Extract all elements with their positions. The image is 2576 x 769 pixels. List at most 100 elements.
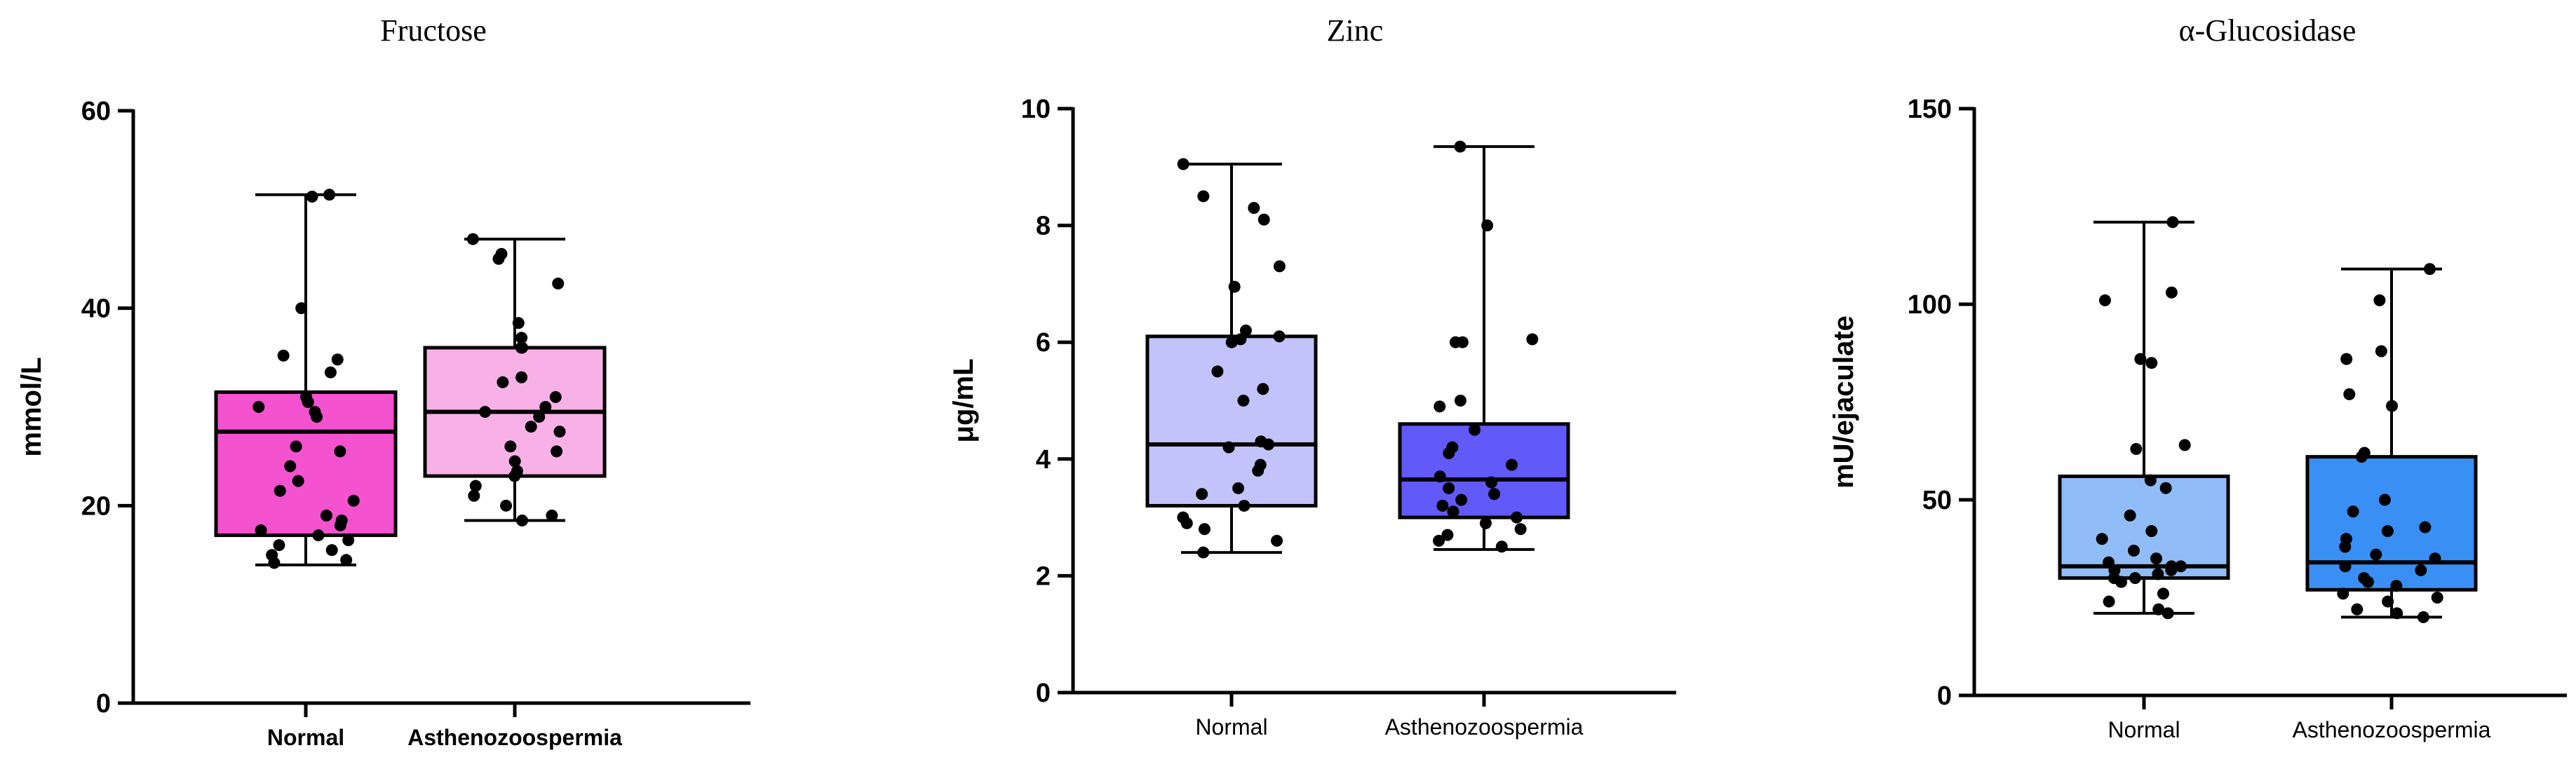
y-tick-label: 10 xyxy=(1021,95,1051,124)
data-point xyxy=(2165,286,2178,299)
x-tick-label: Normal xyxy=(2108,717,2180,742)
data-point xyxy=(525,421,537,433)
data-point xyxy=(2134,353,2147,365)
data-point xyxy=(2423,263,2436,275)
data-point xyxy=(325,544,338,557)
data-point xyxy=(2415,564,2427,576)
data-point xyxy=(512,317,525,329)
chart-panel-1: Fructose mmol/L 0 20 40 60 Normal Asthenozoospe… xyxy=(16,13,750,750)
data-point xyxy=(2144,474,2157,486)
data-point xyxy=(1434,400,1446,413)
data-point xyxy=(1237,395,1250,407)
data-point xyxy=(1488,488,1501,501)
data-point xyxy=(515,341,528,354)
data-point xyxy=(1526,333,1539,346)
data-point xyxy=(468,489,480,502)
data-point xyxy=(1443,447,1455,459)
data-point xyxy=(2373,294,2386,306)
data-point xyxy=(2098,294,2111,306)
data-point xyxy=(2390,580,2403,592)
data-point xyxy=(306,191,318,203)
data-point xyxy=(1228,280,1241,293)
y-tick-label: 8 xyxy=(1036,212,1051,241)
iqr-box xyxy=(1145,334,1318,508)
data-point xyxy=(1271,534,1283,547)
data-point xyxy=(290,440,302,453)
y-axis-label: mU/ejaculate xyxy=(1828,315,1859,489)
data-point xyxy=(2339,540,2352,553)
data-point xyxy=(551,445,563,458)
iqr-box xyxy=(2058,475,2230,580)
data-point xyxy=(2361,576,2374,588)
data-point xyxy=(2351,603,2363,615)
data-point xyxy=(340,554,353,566)
data-point xyxy=(2419,521,2432,533)
data-point xyxy=(277,349,290,362)
box-normal: Normal xyxy=(2058,216,2230,742)
y-tick-label: 100 xyxy=(1908,290,1952,320)
data-point xyxy=(2130,442,2143,455)
data-point xyxy=(1495,540,1508,553)
data-point xyxy=(2337,587,2349,600)
data-point xyxy=(549,390,562,403)
data-point xyxy=(1511,511,1523,524)
box-asthenozoospermia: Asthenozoospermia xyxy=(2293,263,2491,742)
data-point xyxy=(2115,576,2128,588)
data-point xyxy=(500,499,513,512)
y-tick-label: 150 xyxy=(1908,95,1952,124)
y-tick-label: 0 xyxy=(96,689,111,719)
data-point xyxy=(324,366,337,379)
chart-panel-2: Zinc μg/mL 0 2 4 6 8 10 Normal Asthenozoospermia xyxy=(948,13,1676,740)
data-point xyxy=(2382,595,2394,608)
data-point xyxy=(1225,336,1238,348)
y-tick-label: 4 xyxy=(1036,445,1051,475)
data-point xyxy=(2347,505,2359,518)
data-point xyxy=(1485,476,1497,489)
data-point xyxy=(2431,592,2443,604)
data-point xyxy=(1257,383,1269,395)
data-point xyxy=(2162,607,2174,620)
y-tick-label: 60 xyxy=(81,97,111,126)
data-point xyxy=(2375,345,2387,358)
box-normal: Normal xyxy=(1145,158,1318,740)
chart-title: Zinc xyxy=(1327,13,1384,48)
x-tick-label: Normal xyxy=(267,725,344,750)
data-point xyxy=(533,411,546,423)
data-point xyxy=(342,534,355,547)
iqr-box xyxy=(1398,422,1570,519)
data-point xyxy=(1211,365,1224,378)
data-point xyxy=(302,395,314,408)
data-point xyxy=(295,302,308,315)
x-tick-label: Asthenozoospermia xyxy=(1385,714,1584,740)
data-point xyxy=(2127,545,2140,557)
data-point xyxy=(323,189,336,201)
data-point xyxy=(1455,494,1468,506)
data-point xyxy=(1273,330,1286,343)
x-tick-label: Normal xyxy=(1195,714,1267,740)
data-point xyxy=(2103,595,2115,608)
data-point xyxy=(2152,568,2164,580)
data-point xyxy=(1197,190,1210,203)
y-axis-label: μg/mL xyxy=(948,358,979,442)
data-point xyxy=(1196,488,1208,501)
box-asthenozoospermia: Asthenozoospermia xyxy=(1385,140,1584,740)
data-point xyxy=(2124,509,2136,522)
box-asthenozoospermia: Asthenozoospermia xyxy=(407,233,622,750)
data-point xyxy=(2174,560,2187,573)
data-point xyxy=(2417,611,2429,623)
y-tick-label: 40 xyxy=(81,294,111,324)
data-point xyxy=(1232,482,1245,494)
data-point xyxy=(274,484,286,497)
data-point xyxy=(2340,353,2353,365)
data-point xyxy=(2165,564,2178,576)
data-point xyxy=(1180,517,1193,529)
data-point xyxy=(1238,499,1250,512)
data-point xyxy=(1252,464,1265,477)
data-point xyxy=(1198,523,1211,536)
data-point xyxy=(479,406,492,418)
data-point xyxy=(2355,451,2368,463)
data-point xyxy=(1456,336,1469,348)
x-tick-label: Asthenozoospermia xyxy=(407,725,622,750)
data-point xyxy=(292,475,304,487)
